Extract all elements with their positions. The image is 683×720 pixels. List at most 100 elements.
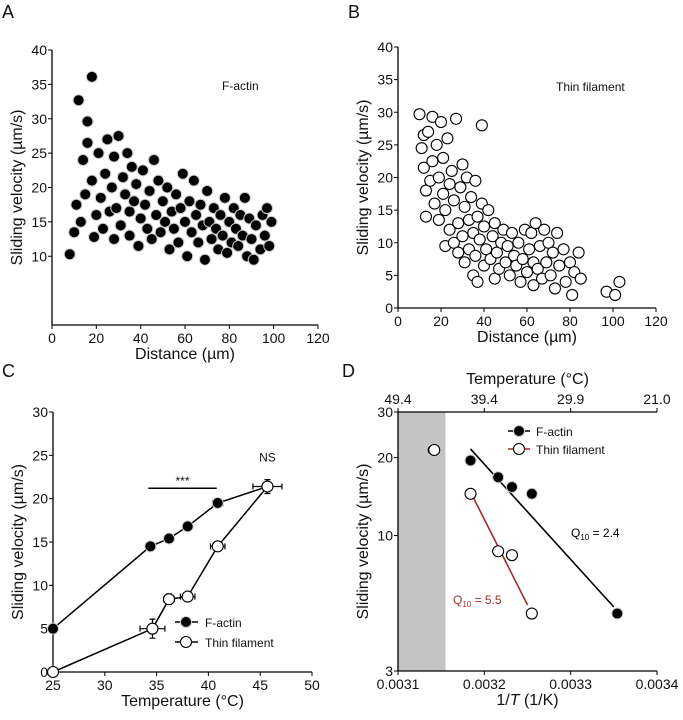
data-point — [437, 151, 450, 164]
data-point-0 — [464, 454, 477, 467]
data-point — [458, 256, 471, 269]
data-point — [90, 209, 103, 221]
data-point — [183, 195, 196, 208]
data-point — [205, 233, 218, 246]
y-tick-label: 5 — [40, 621, 48, 637]
x-axis-label: Distance (µm) — [477, 329, 577, 346]
data-point — [143, 184, 156, 197]
data-point — [119, 188, 132, 201]
data-point — [428, 197, 441, 210]
data-point — [443, 223, 456, 236]
data-point — [170, 188, 183, 201]
top-axis-label: Temperature (°C) — [466, 371, 589, 388]
data-point — [516, 253, 529, 266]
panel-d-chart: 0.0031 0.0032 0.0033 0.0034 3 10 20 30 Sliding v… — [355, 371, 679, 709]
data-point — [419, 210, 433, 223]
data-point — [172, 236, 185, 249]
data-point — [525, 226, 538, 240]
data-point — [132, 239, 145, 252]
data-point — [574, 272, 587, 285]
q10-label-0: Q10 = 2.4 — [571, 526, 620, 542]
data-point-0 — [611, 607, 624, 620]
y-tick-label: 40 — [377, 39, 393, 55]
data-point — [609, 288, 622, 302]
data-point — [74, 215, 87, 228]
data-point — [430, 138, 443, 151]
data-point — [179, 215, 191, 228]
data-point-1 — [505, 549, 519, 562]
data-point — [139, 198, 152, 211]
y-tick-label: 20 — [32, 491, 48, 507]
y-tick-label: 15 — [31, 214, 47, 230]
data-point — [426, 110, 439, 123]
svg-text:D: D — [342, 361, 355, 381]
data-point — [81, 115, 94, 128]
data-point-0 — [492, 471, 505, 484]
data-point — [559, 275, 572, 288]
data-point — [121, 147, 134, 160]
annotation-thin-filament: Thin filament — [556, 80, 625, 94]
data-point — [471, 210, 484, 223]
data-point — [480, 243, 493, 256]
data-point — [469, 249, 482, 262]
data-point — [198, 253, 211, 266]
data-point — [181, 250, 194, 263]
data-point — [110, 202, 123, 215]
panel-b-chart: 0 20 40 60 80 100 1200510152025303540Distance … — [355, 39, 668, 346]
y-tick-label: 15 — [377, 202, 393, 218]
data-point — [185, 226, 198, 239]
data-point — [542, 236, 555, 249]
annotation-f-actin: F-actin — [222, 79, 259, 93]
y-tick-label: 30 — [377, 404, 393, 420]
legend-label: F-actin — [205, 616, 242, 630]
data-point — [88, 231, 101, 243]
data-point — [163, 243, 176, 256]
data-point — [419, 184, 433, 197]
data-point — [503, 269, 516, 282]
data-point — [432, 213, 445, 226]
data-point-0 — [211, 497, 224, 509]
x-tick-label: 20 — [89, 330, 105, 346]
panel-c-chart: 25 30 35 40 45 50 0 5 10 15 20 25 30 Temperature (°C)… — [10, 404, 320, 710]
data-point — [422, 125, 435, 138]
data-point — [514, 275, 527, 288]
data-point — [167, 222, 180, 235]
x-tick-label: 40 — [476, 313, 492, 329]
data-point — [161, 181, 174, 194]
data-point — [92, 147, 105, 160]
data-point-1 — [211, 540, 224, 553]
y-axis-label: Sliding velocity (µm/s) — [10, 464, 27, 620]
data-point — [417, 161, 430, 174]
data-point — [94, 191, 107, 204]
data-point — [221, 246, 234, 259]
data-point — [471, 275, 484, 288]
q10-subscript: 10 — [462, 600, 471, 609]
data-point — [216, 229, 229, 242]
x-tick-label: 50 — [304, 677, 320, 693]
data-point — [108, 150, 121, 163]
data-point — [63, 248, 76, 261]
data-point-1 — [146, 622, 159, 635]
data-point — [439, 204, 452, 217]
data-point — [465, 191, 478, 204]
data-point — [134, 212, 147, 225]
x-tick-label: 40 — [201, 677, 217, 693]
x-tick-label: 40 — [133, 330, 149, 346]
data-point — [548, 282, 562, 295]
x-tick-label: 0.0033 — [549, 676, 592, 692]
data-point — [557, 243, 570, 256]
data-point — [85, 70, 98, 83]
data-point-1 — [261, 480, 274, 493]
top-tick-label: 49.4 — [384, 391, 411, 407]
data-point — [527, 279, 540, 292]
series-line-1 — [52, 486, 269, 673]
y-tick-label: 0 — [385, 300, 393, 316]
data-point — [176, 167, 189, 180]
x-tick-label: 35 — [149, 677, 165, 693]
data-point-0 — [505, 481, 518, 494]
data-point — [72, 94, 85, 107]
x-tick-label: 0 — [48, 330, 56, 346]
data-point-1 — [181, 590, 194, 603]
y-tick-label: 30 — [377, 104, 393, 120]
x-axis-label: Temperature (°C) — [121, 693, 244, 710]
